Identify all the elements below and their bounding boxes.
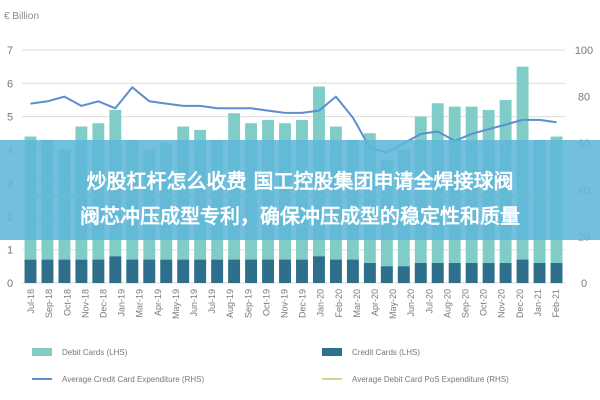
legend-label: Average Debit Card PoS Expenditure (RHS) [352,375,509,384]
credit-card-bar [228,259,241,283]
x-tick-label: Nov-19 [279,289,289,318]
y-right-tick-label: 0 [581,278,587,290]
x-tick-label: Aug-19 [225,289,235,318]
credit-card-bar [41,259,54,283]
x-tick-label: Dec-20 [515,289,525,318]
credit-card-bar [313,256,325,283]
credit-card-bar [465,263,478,283]
credit-card-bar [397,266,410,283]
credit-card-bar [431,263,444,283]
credit-card-bar [211,259,224,283]
credit-card-bar [499,263,512,283]
x-tick-label: Oct-19 [261,289,271,316]
x-tick-label: Sep-20 [460,289,470,318]
credit-card-bar [329,259,342,283]
overlay-banner [0,140,600,240]
credit-expenditure-line [30,86,557,154]
x-tick-label: Jul-20 [424,289,434,314]
credit-card-bar [143,259,156,283]
y-left-tick-label: 5 [7,112,13,124]
y-left-tick-label: 0 [7,278,13,290]
x-tick-label: Nov-18 [80,289,90,318]
x-tick-label: Sep-18 [44,289,54,318]
credit-card-bar [109,256,122,283]
x-tick-label: Dec-19 [298,289,308,318]
x-tick-label: Jan-19 [117,289,127,317]
x-tick-label: Jun-19 [189,289,199,317]
x-tick-label: Jul-19 [207,289,217,314]
x-tick-label: Jun-20 [406,289,416,317]
x-tick-label: Mar-19 [135,289,145,318]
x-tick-label: Jan-20 [316,289,326,317]
credit-card-bar [533,263,546,283]
x-tick-label: Dec-18 [98,289,108,318]
credit-card-bar [448,263,461,283]
x-tick-label: Aug-20 [442,289,452,318]
legend-swatch [322,348,342,356]
banner-line-1: 炒股杠杆怎么收费 国工控股集团申请全焊接球阀 [87,169,514,193]
y-left-tick-label: 1 [7,245,13,257]
y-left-tick-label: 6 [7,78,13,90]
x-tick-label: Apr-20 [370,289,380,316]
credit-card-bar [245,259,258,283]
x-tick-label: May-19 [171,289,181,319]
credit-card-bar [296,259,308,283]
legend-label: Average Credit Card Expenditure (RHS) [62,375,204,384]
y-right-tick-label: 80 [578,92,590,104]
x-tick-label: Apr-19 [153,289,163,316]
x-tick-label: Jan-21 [533,289,543,317]
credit-card-bar [380,266,393,283]
credit-card-bar [92,259,105,283]
credit-card-bar [58,259,71,283]
credit-card-bar [194,259,207,283]
credit-card-bar [414,263,427,283]
credit-card-bar [516,259,529,283]
x-axis-ticks: Jul-18 Sep-18 Oct-18 Nov-18 Dec-18 Jan-19 Mar-… [26,289,561,319]
credit-card-bar [363,263,376,283]
y-right-tick-label: 100 [575,45,593,57]
credit-card-bar [126,259,139,283]
credit-card-bar [262,259,274,283]
x-tick-label: Nov-20 [497,289,507,318]
credit-card-bar [279,259,291,283]
x-tick-label: Feb-20 [334,289,344,318]
legend: Debit Cards (LHS) Credit Cards (LHS) Avera… [32,348,509,384]
legend-swatch [32,348,52,356]
x-tick-label: Oct-18 [62,289,72,316]
credit-card-bar [160,259,173,283]
banner-line-2: 阀芯冲压成型专利，确保冲压成型的稳定性和质量 [80,204,520,228]
x-tick-label: Sep-19 [243,289,253,318]
credit-card-bar [24,259,37,283]
credit-card-bar [177,259,190,283]
legend-label: Credit Cards (LHS) [352,348,420,357]
y-left-tick-label: 7 [7,45,13,57]
x-tick-label: May-20 [388,289,398,319]
left-axis-unit: € Billion [4,11,39,22]
legend-label: Debit Cards (LHS) [62,348,128,357]
x-tick-label: Jul-18 [26,289,36,314]
credit-card-bar [550,263,563,283]
x-tick-label: Oct-20 [479,289,489,316]
credit-card-bar [482,263,495,283]
credit-card-bar [346,259,359,283]
x-tick-label: Feb-21 [551,289,561,318]
x-tick-label: Mar-20 [352,289,362,318]
credit-card-bar [75,259,88,283]
